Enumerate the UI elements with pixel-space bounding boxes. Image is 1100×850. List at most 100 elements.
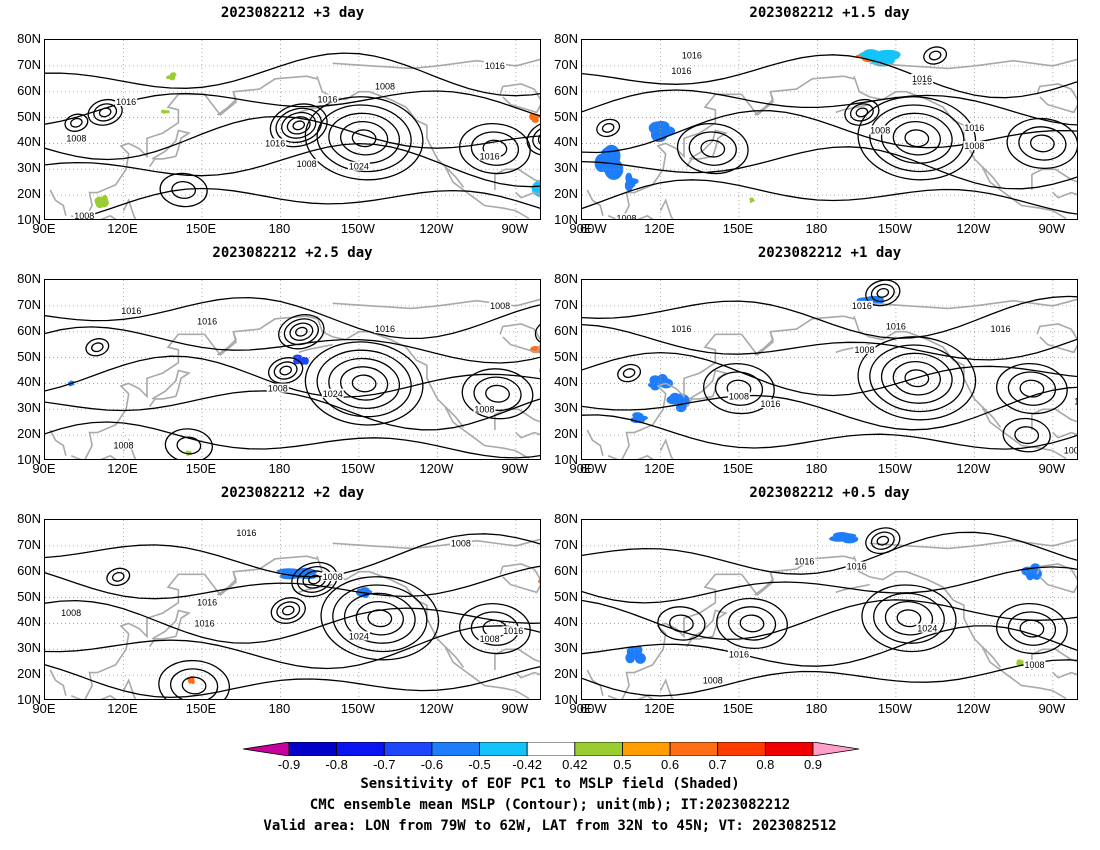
low-pressure-contour [622, 368, 636, 379]
contour-label-bg [264, 138, 287, 148]
longitude-tick-label: 120W [956, 461, 991, 476]
contour-label: 1008 [113, 440, 133, 450]
contour-label-bg [347, 631, 370, 641]
low-pressure-contour [865, 527, 901, 555]
longitude-tick-label: 120W [419, 461, 454, 476]
contour-label: 1008 [61, 608, 81, 618]
longitude-tick-label: 150W [340, 221, 375, 236]
latitude-tick-label: 60N [17, 562, 41, 578]
latitude-tick-label: 40N [554, 374, 578, 390]
high-pressure-contour [700, 139, 726, 158]
high-pressure-contour [892, 360, 941, 396]
sensitivity-shading [594, 49, 901, 203]
low-pressure-contour [91, 342, 104, 353]
coastline [49, 429, 67, 456]
contour-label: 1016 [195, 618, 215, 628]
high-pressure-contour [328, 357, 401, 409]
colorbar-tick-label: -0.6 [420, 757, 444, 772]
high-pressure-contour [1007, 371, 1057, 406]
longitude-tick-label: 150E [185, 461, 217, 476]
coastline [1031, 408, 1077, 430]
colorbar-segment [336, 742, 385, 756]
colorbar-max-arrow [812, 742, 859, 756]
high-pressure-contour [485, 384, 510, 403]
latitude-tick-label: 50N [554, 348, 578, 364]
longitude-tick-label: 120W [419, 221, 454, 236]
contour-label: 1008 [323, 572, 343, 582]
longitude-tick-label: 120E [107, 221, 138, 236]
isobar [582, 54, 1077, 99]
low-pressure-contour [98, 107, 112, 118]
latitude-tick-label: 70N [554, 536, 578, 552]
contour-label: 1024 [323, 389, 343, 399]
latitude-tick-label: 70N [554, 56, 578, 72]
coastline [1052, 671, 1077, 679]
coastline [49, 189, 67, 216]
map-svg: 10161016100810241016100810081016 [582, 520, 1077, 699]
shade-blob [540, 330, 541, 337]
longitude-tick-label: 90W [501, 701, 529, 716]
low-pressure-contour [308, 574, 321, 585]
mslp-contours [582, 280, 1077, 453]
low-pressure-contour [876, 288, 890, 298]
low-pressure-contour [281, 111, 317, 139]
high-pressure-contour [339, 120, 389, 156]
contour-labels: 1016100810161008101610081024100810161016 [60, 527, 525, 644]
coastline [1036, 323, 1077, 354]
high-pressure-contour [169, 668, 219, 699]
contour-label-bg [670, 66, 693, 76]
shade-blob [170, 72, 174, 78]
high-pressure-contour [861, 584, 957, 653]
contour-label-bg [120, 306, 143, 316]
longitude-tick-label: 150E [185, 701, 217, 716]
high-pressure-contour [857, 336, 977, 421]
map-svg: 1016100810161008101610081024100810161016 [45, 520, 540, 699]
isobar [582, 179, 1077, 215]
contour-label-bg [963, 141, 986, 151]
longitude-tick-label: 90E [32, 461, 56, 476]
contour-label-bg [701, 675, 724, 685]
map-svg: 101610161016100810081024100810161008 [45, 280, 541, 459]
isobar [72, 187, 540, 219]
coastline [332, 62, 438, 70]
shade-blob [634, 652, 646, 664]
map-panel: 2023082212 +0.5 day 1016 1016 1008 1024 1016 1… [554, 485, 1078, 716]
low-pressure-contour [275, 107, 323, 144]
shade-blob [829, 535, 849, 542]
contour-label: 1008 [1025, 660, 1045, 670]
latitude-tick-label: 40N [17, 134, 41, 150]
contour-label: 1008 [1064, 446, 1078, 456]
contour-label-bg [321, 571, 344, 581]
low-pressure-contour [865, 280, 901, 307]
coastline [122, 198, 137, 219]
colorbar-segment [479, 742, 528, 756]
coastline [515, 671, 540, 679]
map-plot-area: 101610161016100810081024100810161008 [44, 279, 541, 460]
map-svg: 1016 1016 1016 1016 1008 1008 1016 1016 1008 [582, 280, 1078, 459]
contour-label: 1016 [682, 51, 702, 61]
latitude-tick-label: 60N [554, 322, 578, 338]
coastline [148, 609, 191, 648]
high-pressure-contour [1018, 126, 1067, 161]
coastline [637, 454, 654, 459]
contour-label: 1008 [729, 391, 749, 401]
colorbar-tick-label: 0.5 [613, 757, 632, 772]
contour-label: 1016 [760, 399, 780, 409]
contour-label: 1016 [886, 322, 906, 332]
low-pressure-contour [295, 326, 308, 337]
coastline [100, 454, 117, 459]
mslp-contours [45, 296, 540, 459]
high-pressure-contour [473, 376, 522, 412]
latitude-tick-label: 30N [17, 400, 41, 416]
contour-label-bg [449, 538, 472, 548]
low-pressure-contour [273, 361, 298, 380]
contour-labels: 1016101610161008101610161008100810161008 [615, 50, 986, 219]
isobar [45, 355, 540, 398]
shade-blob [628, 178, 639, 185]
contour-label: 1016 [912, 74, 932, 84]
longitude-tick-label: 90W [501, 221, 529, 236]
contour-label: 1008 [66, 133, 86, 143]
shade-blob [860, 50, 890, 57]
contour-label-bg [196, 316, 219, 326]
longitude-tick-label: 90E [32, 701, 56, 716]
